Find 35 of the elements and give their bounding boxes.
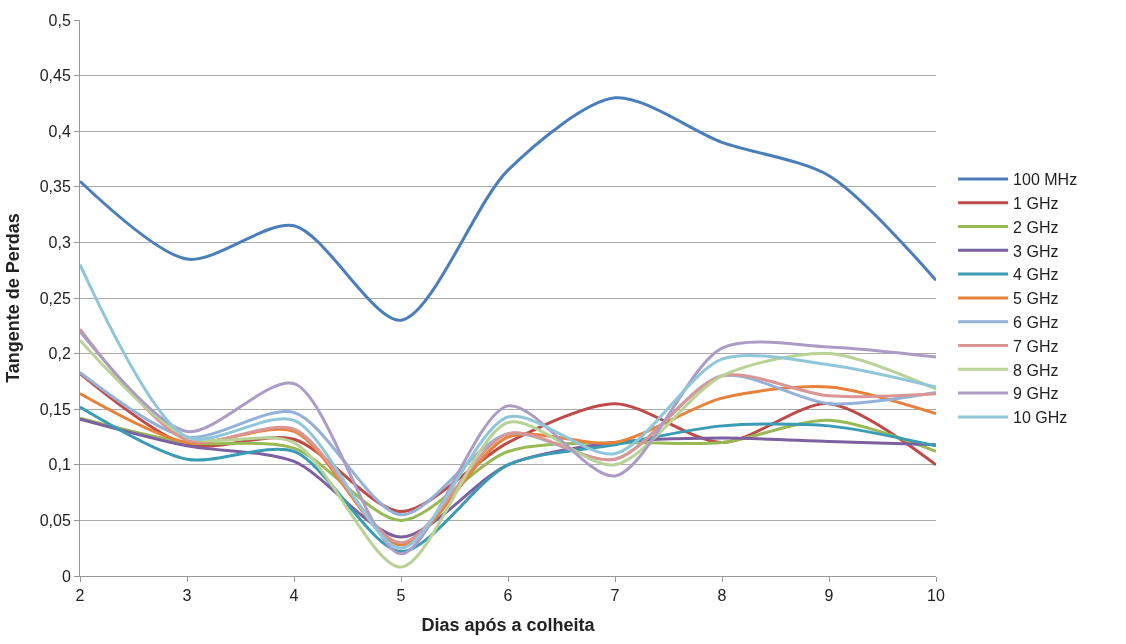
legend-label: 5 GHz [1013,290,1059,308]
y-tick-label: 0,3 [48,234,71,251]
legend-label: 1 GHz [1013,194,1059,212]
legend-label: 2 GHz [1013,218,1059,236]
line-series [80,96,936,322]
x-tick-label: 7 [610,587,620,605]
y-tick-label: 0,1 [48,456,71,474]
legend-label: 7 GHz [1013,337,1059,355]
legend-label: 6 GHz [1013,313,1059,331]
x-tick-label: 2 [75,587,85,605]
legend-label: 10 GHz [1013,409,1068,427]
y-axis-title: Tangente de Perdas [2,213,23,383]
legend-label: 100 MHz [1013,171,1078,189]
y-tick-label: 0,5 [48,11,71,29]
y-tick-label: 0 [61,567,71,585]
legend-label: 4 GHz [1013,266,1059,284]
legend-label: 3 GHz [1013,242,1059,260]
y-tick-label: 0,15 [39,400,71,418]
x-tick-label: 5 [396,587,406,605]
y-tick-label: 0,25 [39,289,71,307]
y-tick-label: 0,05 [39,512,71,529]
x-axis-title: Dias após a colheita [421,615,596,636]
x-tick-label: 8 [717,587,727,605]
y-tick-label: 0,4 [48,122,71,140]
x-tick-label: 6 [503,587,513,605]
x-tick-label: 10 [927,587,945,605]
line-series [80,263,936,550]
legend-label: 9 GHz [1013,385,1059,403]
x-tick-label: 4 [289,587,299,605]
legend-label: 8 GHz [1013,361,1059,379]
x-tick-label: 3 [182,587,192,605]
y-tick-label: 0,2 [48,345,71,363]
y-tick-label: 0,35 [39,178,71,196]
x-tick-label: 9 [824,587,834,605]
y-tick-label: 0,45 [39,67,71,85]
